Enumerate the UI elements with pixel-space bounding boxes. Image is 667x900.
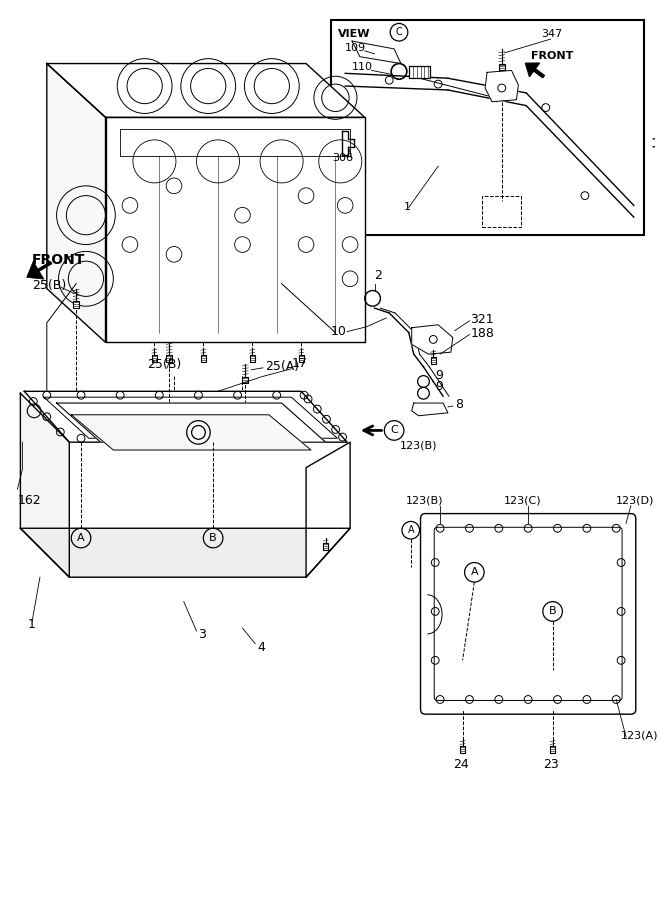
Text: 123(D): 123(D)	[616, 496, 654, 506]
Text: 1: 1	[404, 202, 411, 212]
Bar	[431, 357, 436, 364]
Polygon shape	[71, 415, 311, 450]
Polygon shape	[21, 393, 69, 577]
Bar	[299, 356, 303, 362]
Text: C: C	[396, 27, 402, 37]
Polygon shape	[352, 41, 401, 64]
Text: 110: 110	[352, 62, 373, 72]
Bar	[323, 543, 328, 550]
Text: 24: 24	[453, 758, 469, 771]
Text: B: B	[209, 533, 217, 543]
Polygon shape	[412, 403, 448, 416]
Polygon shape	[47, 64, 105, 342]
FancyBboxPatch shape	[420, 514, 636, 715]
Polygon shape	[21, 528, 350, 577]
Text: 8: 8	[455, 398, 463, 411]
Polygon shape	[306, 442, 350, 577]
Text: 162: 162	[17, 494, 41, 507]
Polygon shape	[485, 70, 518, 102]
Polygon shape	[44, 397, 338, 438]
Polygon shape	[57, 403, 325, 442]
Text: 9: 9	[435, 381, 443, 393]
Bar	[152, 356, 157, 362]
Text: VIEW: VIEW	[338, 29, 371, 39]
Bar	[499, 64, 505, 70]
Text: 123(B): 123(B)	[400, 440, 438, 450]
Text: 321: 321	[470, 313, 494, 326]
Polygon shape	[105, 117, 365, 342]
Bar	[73, 302, 79, 308]
Text: C: C	[390, 426, 398, 436]
Text: B: B	[549, 607, 556, 616]
Text: 109: 109	[346, 43, 366, 53]
Text: 347: 347	[541, 29, 562, 39]
Text: 4: 4	[257, 641, 265, 653]
Bar	[550, 746, 555, 753]
Bar	[166, 356, 172, 362]
Polygon shape	[24, 392, 347, 442]
Text: 10: 10	[331, 325, 346, 338]
Polygon shape	[47, 64, 365, 117]
Polygon shape	[412, 325, 453, 354]
Text: 23: 23	[543, 758, 558, 771]
Bar	[460, 746, 465, 753]
Text: 9: 9	[435, 369, 443, 382]
Bar	[243, 376, 248, 383]
Bar	[409, 67, 430, 78]
Text: FRONT: FRONT	[32, 253, 85, 267]
Text: A: A	[408, 526, 414, 536]
Text: 123(B): 123(B)	[406, 496, 444, 506]
Bar	[331, 20, 644, 235]
Text: 188: 188	[470, 328, 494, 340]
Text: A: A	[470, 567, 478, 577]
Text: 123(C): 123(C)	[504, 496, 542, 506]
Text: 1: 1	[27, 618, 35, 631]
Text: 123(A): 123(A)	[621, 731, 658, 741]
Text: 25(B): 25(B)	[147, 358, 182, 371]
Text: 2: 2	[375, 269, 382, 282]
Text: 25(B): 25(B)	[32, 279, 67, 292]
Bar	[250, 356, 255, 362]
Text: FRONT: FRONT	[531, 50, 574, 60]
Text: 17: 17	[291, 356, 307, 370]
FancyBboxPatch shape	[434, 527, 622, 700]
Bar	[201, 356, 206, 362]
Text: 3: 3	[199, 628, 206, 641]
Text: 306: 306	[332, 153, 354, 164]
Text: 25(A): 25(A)	[265, 360, 299, 373]
Text: A: A	[77, 533, 85, 543]
